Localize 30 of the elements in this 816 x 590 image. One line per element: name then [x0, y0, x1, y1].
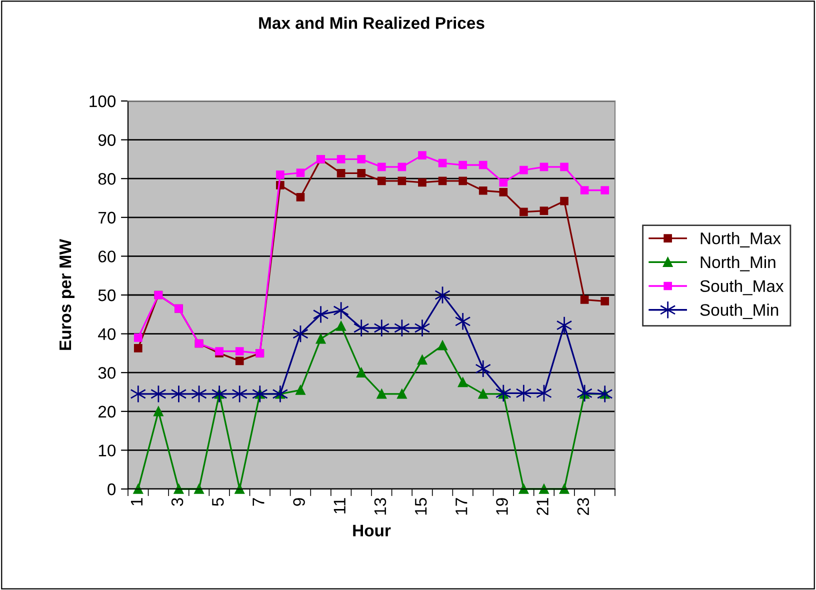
x-axis-title: Hour [353, 524, 391, 536]
y-tick-label: 90 [98, 134, 116, 146]
y-tick-label: 10 [98, 444, 116, 456]
x-tick-label: 5 [212, 498, 224, 506]
x-tick-label: 7 [252, 498, 264, 506]
legend-label: South_Min [700, 304, 778, 320]
x-tick-label: 17 [456, 498, 468, 515]
x-tick-label: 23 [577, 498, 590, 516]
y-tick-label: 60 [98, 250, 116, 262]
y-tick-label: 30 [98, 367, 116, 379]
y-tick-label: 80 [98, 173, 116, 185]
legend-label: North_Min [700, 256, 776, 272]
legend-label: South_Max [700, 280, 784, 296]
x-tick-label: 1 [130, 498, 142, 506]
x-tick-label: 11 [334, 498, 346, 514]
y-tick-label: 0 [108, 483, 116, 496]
x-tick-label: 13 [374, 498, 386, 515]
legend-label: North_Max [700, 232, 781, 248]
x-tick-label: 3 [171, 498, 184, 506]
y-tick-label: 100 [90, 95, 116, 108]
y-tick-label: 70 [98, 212, 116, 224]
y-tick-label: 50 [98, 289, 116, 302]
x-tick-label: 15 [415, 498, 427, 515]
x-tick-label: 19 [496, 498, 508, 515]
y-tick-label: 40 [98, 328, 116, 340]
x-tick-label: 9 [293, 498, 305, 506]
x-tick-label: 21 [536, 498, 548, 516]
y-tick-label: 20 [98, 406, 116, 418]
y-axis-title: Euros per MW [60, 238, 74, 350]
chart-title: Max and Min Realized Prices [259, 16, 484, 29]
